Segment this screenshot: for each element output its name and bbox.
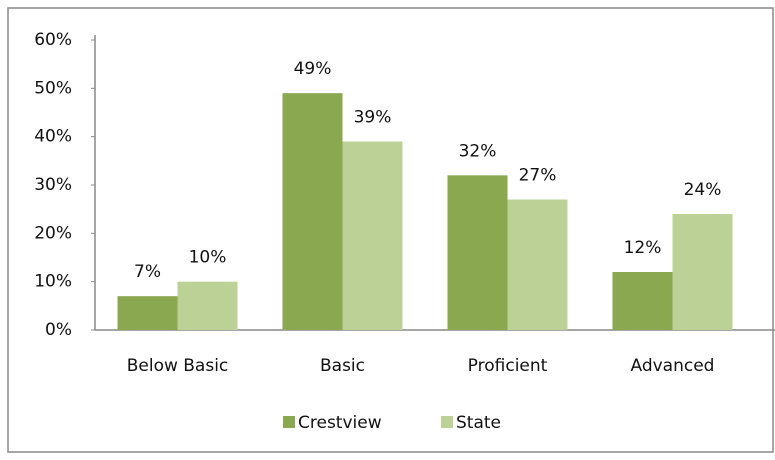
x-tick-label: Proficient [468,356,548,376]
bar [507,199,568,330]
data-label: 10% [189,248,227,268]
data-label: 32% [459,141,497,161]
y-tick-label: 30% [34,175,72,195]
bar [117,296,178,330]
bar [612,272,673,330]
x-tick-label: Advanced [631,356,715,376]
legend-swatch [283,416,295,428]
data-label: 39% [354,108,392,128]
y-tick-label: 50% [34,78,72,98]
bar [282,93,343,331]
y-tick-label: 0% [45,320,72,340]
x-tick-label: Basic [320,356,365,376]
bar [177,281,238,330]
data-label: 24% [684,180,722,200]
legend-swatch [441,416,453,428]
legend-label: State [456,413,501,433]
x-tick-label: Below Basic [127,356,229,376]
y-tick-label: 40% [34,127,72,147]
y-tick-label: 60% [34,30,72,50]
y-tick-label: 20% [34,223,72,243]
data-label: 12% [624,238,662,258]
data-label: 49% [294,59,332,79]
legend-label: Crestview [298,413,382,433]
data-label: 27% [519,166,557,186]
bar [672,214,733,330]
bar [342,141,403,330]
data-label: 7% [134,262,161,282]
bar [447,175,508,330]
y-tick-label: 10% [34,272,72,292]
